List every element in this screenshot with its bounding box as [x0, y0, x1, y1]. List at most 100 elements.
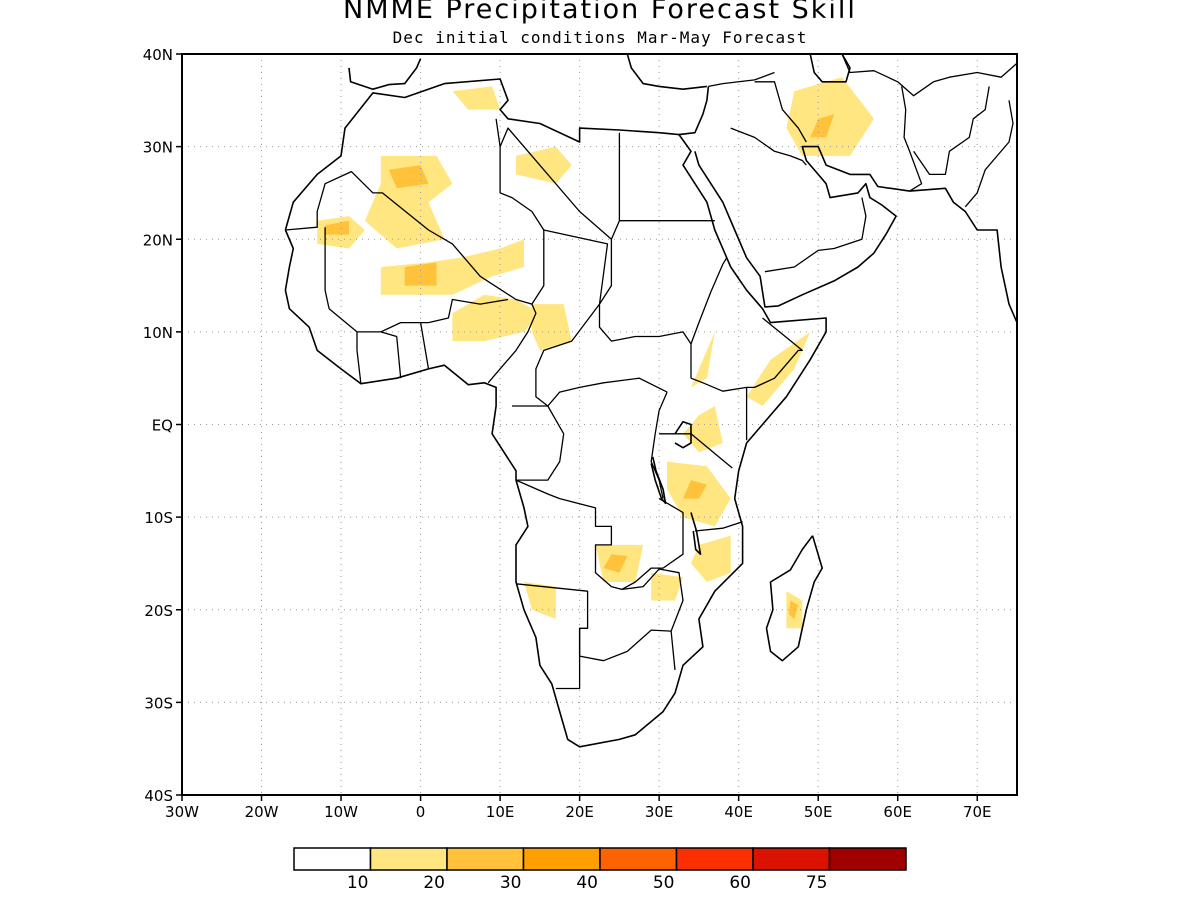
border-guinea-coast-2: [380, 331, 402, 379]
border-namibia-botswana: [515, 583, 589, 690]
border-zimbabwe-moz: [621, 568, 684, 632]
coastline-arabia: [694, 145, 1017, 323]
skill-region-mozambique: [691, 535, 731, 582]
border-congo-basin: [512, 405, 565, 481]
lon-tick-label: 30W: [165, 803, 199, 821]
border-west-africa-inner: [328, 298, 509, 333]
border-algeria-libya-egypt: [499, 127, 621, 240]
skill-region-lake-victoria: [683, 406, 723, 453]
colorbar-swatch-7: [828, 847, 907, 871]
lat-tick-label: 10N: [143, 324, 173, 342]
colorbar-label: 30: [500, 873, 522, 893]
colorbar-swatch-5: [675, 847, 754, 871]
border-mali-west: [324, 227, 330, 309]
lon-tick-label: 20W: [245, 803, 279, 821]
lon-tick-label: 10E: [486, 803, 515, 821]
lon-tick-label: 40E: [724, 803, 753, 821]
plot-frame: [181, 53, 1018, 796]
skill-region-mali-niger: [380, 239, 524, 295]
skill-region-zambia-core: [603, 554, 628, 573]
border-uganda-kenya-tanzania: [659, 433, 733, 469]
colorbar-label: 20: [423, 873, 445, 893]
border-saudi-borders: [730, 127, 807, 166]
border-guinea-coast-3: [419, 322, 430, 370]
lat-tick-label: 30S: [144, 694, 173, 712]
border-mauritania-mali-algeria: [285, 118, 545, 305]
colorbar-swatch-2: [446, 847, 525, 871]
border-turkey-syria: [708, 71, 775, 88]
colorbar-label: 50: [653, 873, 675, 893]
skill-region-sahel-core-2: [325, 220, 349, 235]
map-subtitle: Dec initial conditions Mar-May Forecast: [392, 28, 808, 47]
country-borders-layer: [285, 54, 1017, 690]
border-drc-east: [650, 391, 668, 499]
coastline-lake-malawi: [690, 512, 702, 556]
coastline-madagascar: [765, 535, 824, 662]
lon-tick-label: 50E: [804, 803, 833, 821]
lon-tick-label: 60E: [883, 803, 912, 821]
border-guinea-coast-1: [356, 331, 362, 384]
lon-tick-label: 30E: [645, 803, 674, 821]
skill-region-iran-core: [810, 114, 835, 138]
colorbar-legend: 10 20 30 40 50 60 75: [293, 847, 907, 893]
lat-tick-label: 40S: [144, 787, 173, 805]
skill-region-cameroon-car: [531, 304, 572, 351]
coastline-africa: [284, 78, 827, 748]
skill-region-angola: [524, 582, 556, 619]
colorbar-label: 10: [347, 873, 369, 893]
coastline-levant: [678, 86, 710, 136]
border-iran-afghanistan: [901, 86, 923, 192]
border-sudan-chad: [598, 239, 692, 379]
border-turkmenistan: [841, 54, 1017, 97]
skill-region-zimbabwe: [651, 572, 683, 601]
border-nigeria-east: [487, 303, 537, 384]
lon-tick-label: 10W: [324, 803, 358, 821]
colorbar-label: 40: [576, 873, 598, 893]
skill-region-sahel-core-3: [404, 262, 437, 286]
skill-region-tanzania-core: [683, 480, 707, 499]
skill-region-algeria: [516, 146, 572, 184]
skill-region-east-africa-coast: [746, 331, 811, 406]
border-ethiopia-sudan: [690, 257, 728, 345]
lat-tick-label: 40N: [143, 46, 173, 64]
border-drc-angola-zambia: [515, 479, 684, 591]
lat-tick-label: EQ: [152, 417, 173, 435]
coastline-caspian: [809, 54, 851, 83]
lat-tick-label: 10S: [144, 509, 173, 527]
border-botswana-sa: [578, 628, 676, 671]
border-kenya-somalia-ethiopia: [690, 317, 803, 392]
colorbar-swatch-6: [752, 847, 831, 871]
skill-region-sahel-mauritania: [364, 155, 453, 249]
skill-region-ethiopia: [691, 331, 715, 388]
border-yemen-oman: [764, 197, 867, 273]
border-afghanistan-pakistan: [913, 86, 990, 176]
lat-tick-label: 30N: [143, 139, 173, 157]
colorbar-label: 60: [729, 873, 751, 893]
skill-region-morocco: [452, 86, 501, 110]
lon-tick-label: 20E: [565, 803, 594, 821]
colorbar-swatch-3: [522, 847, 601, 871]
map-title: NMME Precipitation Forecast Skill: [343, 0, 857, 25]
lon-tick-label: 0: [416, 803, 426, 821]
skill-region-madagascar-core: [788, 600, 799, 619]
lon-tick-label: 70E: [963, 803, 992, 821]
colorbar-swatch-0: [293, 847, 372, 871]
border-pakistan-india: [964, 100, 1014, 208]
coastline-lake-tanganyika: [650, 456, 667, 505]
colorbar-swatch-4: [599, 847, 678, 871]
border-chad-car-cameroon: [535, 229, 668, 407]
lat-tick-label: 20N: [143, 231, 173, 249]
skill-region-sahel-core-1: [388, 165, 429, 189]
coastline-mediterranean-north: [626, 54, 707, 90]
coastline-layer: [284, 54, 1017, 748]
border-tanzania-mozambique: [694, 521, 743, 532]
coastline-iberia: [348, 58, 422, 90]
lat-tick-label: 20S: [144, 602, 173, 620]
skill-region-nigeria-chad: [452, 294, 540, 342]
border-iraq-iran: [754, 81, 807, 143]
colorbar-swatch-1: [369, 847, 448, 871]
gridlines: [182, 54, 1017, 795]
colorbar-label: 75: [806, 873, 828, 893]
